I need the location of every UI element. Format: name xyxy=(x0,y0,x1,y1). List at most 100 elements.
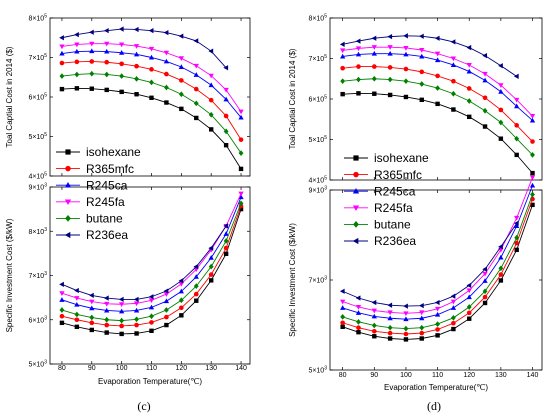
data-point-isohexane xyxy=(387,92,393,98)
legend-marker xyxy=(352,237,359,245)
data-point-butane xyxy=(530,191,535,198)
data-point-R245ca xyxy=(419,315,425,321)
y-tick-label-exp: 5 xyxy=(44,93,47,99)
data-point-R365mfc xyxy=(356,64,361,69)
data-point-R245fa xyxy=(434,306,441,312)
data-point-isohexane xyxy=(179,313,184,318)
data-point-R245ca xyxy=(340,53,346,59)
y-tick-label-base: 8×10 xyxy=(308,16,324,23)
data-point-R365mfc xyxy=(104,59,110,65)
data-point-isohexane xyxy=(104,87,109,93)
data-point-butane xyxy=(419,324,425,331)
data-point-butane xyxy=(149,79,154,86)
data-point-R245ca xyxy=(529,182,536,188)
data-point-isohexane xyxy=(134,92,139,97)
data-point-R245ca xyxy=(238,114,244,120)
data-point-R236ea xyxy=(434,299,440,306)
data-point-R236ea xyxy=(118,296,124,303)
data-point-isohexane xyxy=(403,94,409,100)
y-tick-label-base: 4×10 xyxy=(28,174,44,181)
data-point-butane xyxy=(134,75,139,82)
y-tick-label-base: 7×10 xyxy=(308,56,324,63)
legend-label: R236ea xyxy=(374,234,416,248)
y-tick-label: 5×103 xyxy=(308,366,327,375)
data-point-R245fa xyxy=(133,301,140,307)
legend-marker xyxy=(352,205,360,212)
data-point-R245fa xyxy=(223,87,229,93)
x-tick-label: 90 xyxy=(88,365,96,372)
data-point-isohexane xyxy=(223,251,229,257)
data-point-R245fa xyxy=(104,41,110,47)
x-tick-label: 120 xyxy=(463,372,475,379)
data-point-R245ca xyxy=(434,311,441,317)
y-tick-label-base: 5×10 xyxy=(28,362,44,369)
data-point-R365mfc xyxy=(149,67,154,72)
data-point-R245fa xyxy=(178,281,184,287)
data-point-butane xyxy=(356,76,361,83)
data-point-butane xyxy=(163,307,169,313)
y-tick-label-base: 8×10 xyxy=(28,229,44,236)
data-point-R245fa xyxy=(119,302,125,308)
data-point-R236ea xyxy=(387,33,393,40)
legend-marker xyxy=(65,149,71,155)
data-point-butane xyxy=(371,75,377,82)
legend-label: R365mfc xyxy=(86,162,134,176)
data-point-R236ea xyxy=(498,244,503,250)
x-tick-label: 80 xyxy=(339,372,347,379)
y-tick-label-base: 8×10 xyxy=(28,16,44,23)
y-tick-label-base: 5×10 xyxy=(308,137,324,144)
data-point-R245fa xyxy=(340,48,346,54)
series-line-R236ea xyxy=(61,28,227,69)
data-point-butane xyxy=(193,283,199,289)
legend-item: R245fa xyxy=(344,201,413,215)
data-point-isohexane xyxy=(89,86,94,91)
series-line-R236ea xyxy=(342,35,517,77)
data-point-R236ea xyxy=(419,33,424,39)
data-point-isohexane xyxy=(340,91,345,97)
data-point-R245fa xyxy=(371,45,377,50)
data-point-butane xyxy=(530,152,535,158)
data-point-R245fa xyxy=(434,51,441,57)
legend-marker xyxy=(64,181,72,188)
series-R365mfc xyxy=(59,203,244,329)
data-point-R245fa xyxy=(193,63,199,69)
data-point-R365mfc xyxy=(193,86,199,92)
data-point-isohexane xyxy=(403,337,409,342)
data-point-R245fa xyxy=(89,299,95,305)
data-point-R365mfc xyxy=(498,107,504,113)
data-point-R245ca xyxy=(482,278,488,283)
series-line-R236ea xyxy=(61,225,227,300)
x-tick-label: 90 xyxy=(370,372,378,379)
y-tick-label-exp: 3 xyxy=(324,276,327,282)
data-point-isohexane xyxy=(356,91,361,96)
data-point-butane xyxy=(371,322,377,329)
y-axis-label: Specific Investment Cost ($/kW) xyxy=(288,223,297,337)
series-isohexane xyxy=(59,86,244,172)
data-point-isohexane xyxy=(208,127,214,132)
data-point-R245fa xyxy=(419,48,425,53)
data-point-R236ea xyxy=(223,223,229,229)
data-point-isohexane xyxy=(149,95,154,100)
data-point-R245fa xyxy=(466,63,472,68)
series-R245ca xyxy=(59,48,244,120)
data-point-R245ca xyxy=(89,48,95,54)
data-point-isohexane xyxy=(419,336,424,341)
y-tick-label: 8×105 xyxy=(28,14,47,23)
y-axis-label: Toal Captial Cost in 2014 ($) xyxy=(288,48,297,149)
x-tick-label: 110 xyxy=(146,365,157,372)
data-point-R236ea xyxy=(434,35,440,41)
data-point-R236ea xyxy=(403,33,408,39)
data-point-R245ca xyxy=(482,77,488,83)
data-point-R245fa xyxy=(514,215,520,221)
y-tick-label-exp: 3 xyxy=(44,183,47,189)
data-point-isohexane xyxy=(119,89,124,95)
data-point-R245fa xyxy=(403,45,409,51)
y-axis-label: Specific Investment Cost ($/kW) xyxy=(5,218,14,332)
data-point-R365mfc xyxy=(435,73,440,79)
data-point-R245ca xyxy=(104,48,110,54)
data-point-R365mfc xyxy=(387,330,393,336)
data-point-R236ea xyxy=(133,296,139,303)
data-point-R245ca xyxy=(193,72,199,77)
series-R236ea xyxy=(339,220,519,309)
data-point-R245fa xyxy=(387,45,393,50)
